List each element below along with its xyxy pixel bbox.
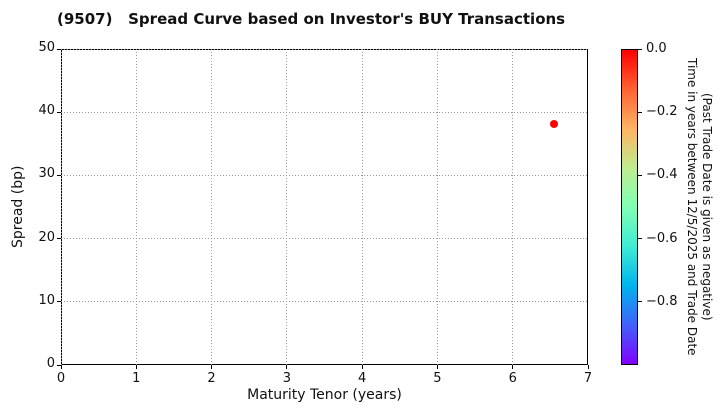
gridline-y-30 xyxy=(61,174,588,176)
colorbar-tick-label-3: −0.6 xyxy=(646,230,678,246)
y-axis-label: Spread (bp) xyxy=(10,165,26,249)
bottom-spine xyxy=(61,364,588,365)
gridline-y-50 xyxy=(61,48,588,50)
y-tick-label-30: 30 xyxy=(38,166,55,182)
gridline-x-6 xyxy=(512,49,514,365)
gridline-x-4 xyxy=(361,49,363,365)
colorbar-tick-label-4: −0.8 xyxy=(646,293,678,309)
x-tick-label-6: 6 xyxy=(508,371,517,386)
data-point-0 xyxy=(550,120,559,129)
top-spine xyxy=(61,49,588,50)
chart-title: (9507) Spread Curve based on Investor's … xyxy=(57,10,566,28)
y-tick-10 xyxy=(57,301,61,303)
y-tick-label-40: 40 xyxy=(38,103,55,119)
colorbar xyxy=(621,49,638,365)
x-tick-6 xyxy=(512,365,514,369)
colorbar-tick-3 xyxy=(638,238,642,240)
gridline-y-40 xyxy=(61,111,588,113)
x-tick-3 xyxy=(286,365,288,369)
x-tick-label-2: 2 xyxy=(207,371,216,386)
colorbar-tick-1 xyxy=(638,111,642,113)
y-tick-20 xyxy=(57,238,61,240)
y-tick-50 xyxy=(57,48,61,50)
colorbar-label-line1: Time in years between 12/5/2025 and Trad… xyxy=(685,58,699,356)
colorbar-tick-2 xyxy=(638,174,642,176)
x-tick-label-5: 5 xyxy=(433,371,442,386)
y-tick-label-20: 20 xyxy=(38,229,55,245)
x-tick-7 xyxy=(587,365,589,369)
colorbar-tick-label-2: −0.4 xyxy=(646,167,678,183)
right-spine xyxy=(587,49,588,365)
x-tick-label-4: 4 xyxy=(358,371,367,386)
gridline-x-2 xyxy=(211,49,213,365)
x-tick-0 xyxy=(60,365,62,369)
y-tick-40 xyxy=(57,111,61,113)
y-tick-label-50: 50 xyxy=(38,40,55,55)
x-tick-label-1: 1 xyxy=(132,371,141,386)
colorbar-tick-0 xyxy=(638,48,642,50)
x-tick-label-7: 7 xyxy=(583,371,593,386)
x-tick-label-0: 0 xyxy=(56,371,66,386)
gridline-x-5 xyxy=(436,49,438,365)
x-tick-1 xyxy=(135,365,137,369)
plot-area: 0 1 2 3 4 5 6 7 0 10 20 30 40 50 xyxy=(38,40,592,386)
gridline-y-10 xyxy=(61,301,588,303)
x-tick-2 xyxy=(211,365,213,369)
gridline-y-20 xyxy=(61,238,588,240)
y-tick-30 xyxy=(57,174,61,176)
colorbar-label: Time in years between 12/5/2025 and Trad… xyxy=(684,49,714,365)
y-tick-label-10: 10 xyxy=(38,292,55,308)
left-spine xyxy=(61,49,62,365)
x-tick-label-3: 3 xyxy=(282,371,291,386)
colorbar-label-line2: (Past Trade Date is given as negative) xyxy=(700,93,714,321)
y-tick-label-0: 0 xyxy=(46,356,55,371)
gridline-x-1 xyxy=(135,49,137,365)
x-tick-5 xyxy=(436,365,438,369)
x-tick-4 xyxy=(361,365,363,369)
gridline-x-3 xyxy=(286,49,288,365)
x-axis-label: Maturity Tenor (years) xyxy=(247,387,402,403)
colorbar-tick-label-0: 0.0 xyxy=(646,41,667,56)
colorbar-tick-4 xyxy=(638,301,642,303)
colorbar-tick-label-1: −0.2 xyxy=(646,104,678,120)
y-tick-0 xyxy=(57,364,61,366)
gridline-x-0 xyxy=(60,49,62,365)
